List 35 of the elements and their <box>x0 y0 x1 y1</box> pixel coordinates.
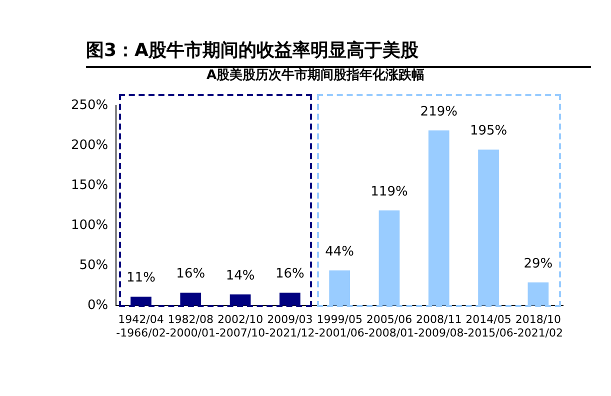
data-label: 195% <box>470 123 508 138</box>
x-tick-label: 2008/11-2009/08 <box>414 313 464 340</box>
data-label: 11% <box>126 270 156 286</box>
x-tick-label: 2005/06-2008/01 <box>364 313 414 340</box>
data-label: 44% <box>325 244 354 260</box>
bar <box>528 282 549 306</box>
bar <box>280 292 300 306</box>
y-tick-label: 200% <box>70 138 108 153</box>
data-label: 16% <box>275 266 304 282</box>
data-label: 29% <box>524 256 553 272</box>
y-tick-label: 250% <box>70 98 108 113</box>
x-tick-label: 1942/04-1966/02 <box>116 313 166 340</box>
bar <box>130 296 152 306</box>
bar <box>180 292 202 306</box>
chart-subtitle: 图3：A股牛市期间的收益率明显高于美股 <box>86 38 591 68</box>
data-label: 16% <box>176 266 206 282</box>
y-tick-label: 150% <box>70 178 108 193</box>
data-label: 14% <box>226 268 255 284</box>
bar <box>378 210 400 306</box>
y-tick-label: 50% <box>79 258 108 273</box>
x-tick-label: 2009/03-2021/12 <box>265 313 315 340</box>
bar <box>428 130 450 306</box>
x-tick-label: 2014/05-2015/06 <box>464 313 514 340</box>
bar <box>478 150 499 306</box>
y-tick-label: 100% <box>70 218 108 233</box>
data-label: 219% <box>420 104 458 120</box>
bar <box>230 294 251 306</box>
x-tick-label: 1999/05-2001/06 <box>314 313 364 340</box>
x-tick-label: 1982/08-2000/01 <box>166 313 216 340</box>
y-tick-label: 0% <box>88 298 108 313</box>
bar <box>329 270 350 306</box>
chart-title: A股美股历次牛市期间股指年化涨跌幅 <box>206 67 425 84</box>
x-tick-label: 2018/10-2021/02 <box>513 313 564 340</box>
data-label: 119% <box>370 184 408 200</box>
x-tick-label: 2002/10-2007/10 <box>215 313 266 340</box>
